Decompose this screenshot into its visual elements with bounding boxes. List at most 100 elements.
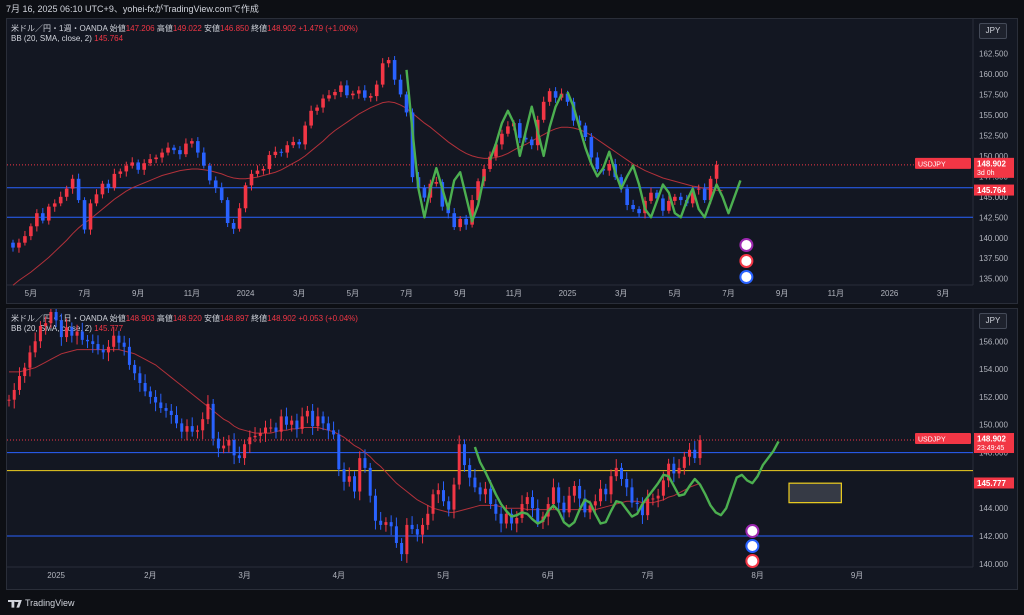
candle-body <box>673 196 677 201</box>
candle-body <box>656 495 660 499</box>
candle-body <box>583 125 588 138</box>
candle-body <box>363 458 367 468</box>
x-tick-label: 8月 <box>751 571 763 580</box>
weekly-high: 149.022 <box>172 24 202 33</box>
candle-body <box>567 495 571 513</box>
wave-drawing <box>488 93 563 161</box>
weekly-chart-canvas[interactable]: 162.500 160.000 157.500 155.000 152.500 150.0… <box>7 19 1017 303</box>
candle-body <box>70 178 75 189</box>
candle-body <box>523 137 528 140</box>
candle-body <box>506 126 510 134</box>
candle-body <box>269 427 273 429</box>
candle-body <box>309 110 313 126</box>
x-tick-label: 9月 <box>776 289 788 298</box>
candle-body <box>76 178 81 201</box>
candle-body <box>143 383 147 392</box>
weekly-currency-button[interactable]: JPY <box>979 23 1007 39</box>
candle-body <box>195 430 199 432</box>
candle-body <box>243 444 247 459</box>
weekly-legend: 米ドル／円・1週・OANDA 始値147.206 高値149.022 安値146… <box>11 24 358 33</box>
candle-body <box>404 94 409 113</box>
candle-body <box>637 209 641 214</box>
candle-body <box>216 438 220 449</box>
current-price-tag <box>974 433 1014 454</box>
candle-body <box>468 465 472 478</box>
candle-body <box>49 312 53 324</box>
candle-body <box>23 236 27 243</box>
symbol-tag-text: USDJPY <box>918 161 946 168</box>
candle-body <box>70 327 74 336</box>
weekly-chart-panel[interactable]: 米ドル／円・1週・OANDA 始値147.206 高値149.022 安値146… <box>6 18 1018 304</box>
us-flag-icon <box>739 270 754 284</box>
bolt-icon <box>745 524 760 538</box>
candle-body <box>500 133 504 145</box>
candle-body <box>88 203 93 230</box>
target-zone-box <box>788 482 842 504</box>
candle-body <box>339 85 343 92</box>
candle-body <box>23 367 27 377</box>
candle-body <box>222 445 226 449</box>
candle-body <box>714 164 719 179</box>
daily-low: 148.897 <box>220 314 249 323</box>
candle-body <box>436 490 440 495</box>
bollinger-value-tag <box>974 184 1014 196</box>
candle-body <box>368 467 372 496</box>
y-tick-label: 140.000 <box>979 234 1008 243</box>
candle-body <box>190 141 194 144</box>
candle-body <box>693 449 697 459</box>
candle-body <box>410 112 415 178</box>
y-tick-label: 150.000 <box>979 152 1008 161</box>
candle-body <box>52 203 57 207</box>
candle-body <box>243 185 248 209</box>
candle-body <box>702 188 707 201</box>
candle-body <box>127 346 131 365</box>
x-tick-label: 3月 <box>238 571 250 580</box>
candle-body <box>290 420 294 425</box>
candle-body <box>112 335 116 347</box>
candle-body <box>489 488 493 505</box>
candle-body <box>557 487 561 503</box>
candle-body <box>64 188 69 197</box>
chart-header-title: 7月 16, 2025 06:10 UTC+9、yohei-fxがTrading… <box>6 4 259 14</box>
daily-chart-panel[interactable]: 米ドル／円・1日・OANDA 始値148.903 高値148.920 安値148… <box>6 308 1018 590</box>
candle-body <box>249 173 254 186</box>
candle-body <box>332 430 336 435</box>
candle-body <box>279 416 283 432</box>
candle-body <box>154 157 158 160</box>
candle-body <box>422 187 427 198</box>
candle-body <box>29 226 33 237</box>
weekly-change: +1.479 (+1.00%) <box>298 24 358 33</box>
candle-body <box>379 520 383 525</box>
current-price-value: 148.902 <box>977 159 1006 168</box>
candle-body <box>274 427 278 432</box>
candle-body <box>572 485 576 496</box>
daily-chart-canvas[interactable]: 156.000154.000152.000150.000148.000146.0… <box>7 309 1017 589</box>
candle-body <box>525 497 529 505</box>
candle-body <box>159 402 163 409</box>
candle-body <box>28 352 32 368</box>
candle-body <box>604 488 608 495</box>
candle-body <box>206 403 210 420</box>
candle-body <box>458 218 462 228</box>
candle-body <box>17 376 21 390</box>
candle-body <box>17 242 21 248</box>
candle-body <box>614 467 618 477</box>
candle-body <box>284 416 288 425</box>
y-tick-label: 157.500 <box>979 90 1008 99</box>
candle-body <box>291 141 296 146</box>
daily-currency-button[interactable]: JPY <box>979 313 1007 329</box>
candle-body <box>625 188 629 205</box>
candle-body <box>655 192 659 199</box>
footer-bar <box>0 594 1024 615</box>
candle-body <box>345 85 349 96</box>
candle-body <box>708 178 713 201</box>
candle-body <box>562 502 566 513</box>
candle-body <box>635 502 639 505</box>
y-tick-label: 145.000 <box>979 193 1008 202</box>
candle-body <box>410 524 414 530</box>
candle-body <box>353 476 357 492</box>
candle-body <box>682 456 686 468</box>
candle-body <box>415 529 419 535</box>
daily-high: 148.920 <box>172 314 202 323</box>
candle-body <box>588 505 592 513</box>
